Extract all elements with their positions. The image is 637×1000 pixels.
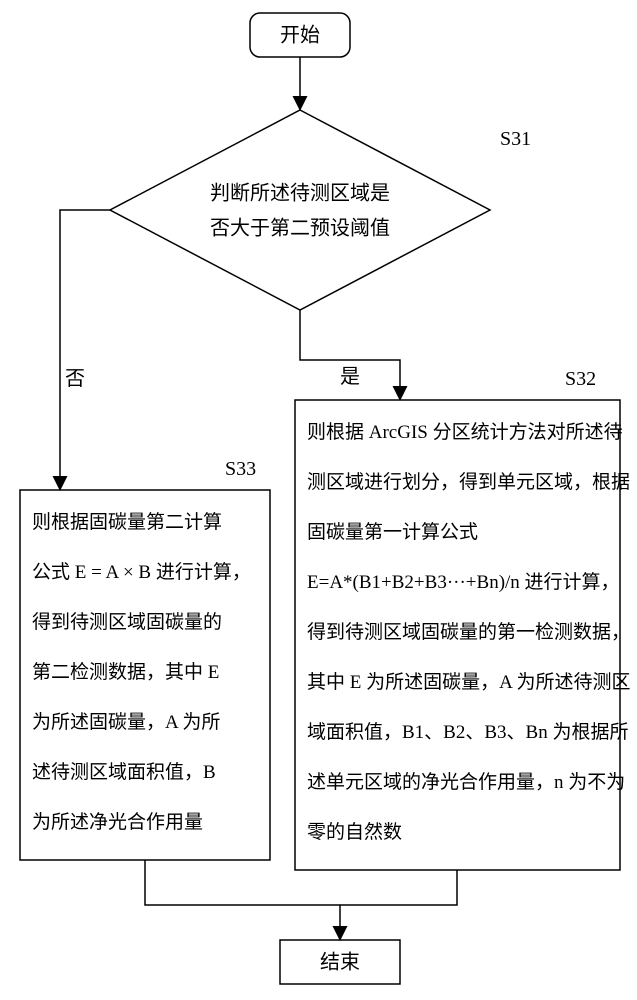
label-yes: 是 <box>340 366 360 388</box>
process-right-id: S32 <box>565 368 596 390</box>
pl-l1: 公式 E = A × B 进行计算， <box>32 561 251 583</box>
flowchart-diagram: 开始 判断所述待测区域是 否大于第二预设阈值 S31 否 是 则根据固碳量第二计… <box>0 0 637 1000</box>
pr-l4: 得到待测区域固碳量的第一检测数据， <box>307 621 630 643</box>
pr-l8: 零的自然数 <box>307 821 402 843</box>
pr-l0: 则根据 ArcGIS 分区统计方法对所述待 <box>307 421 623 443</box>
pr-l3: E=A*(B1+B2+B3···+Bn)/n 进行计算， <box>307 571 620 593</box>
decision-line2: 否大于第二预设阈值 <box>210 217 390 240</box>
pl-l2: 得到待测区域固碳量的 <box>32 611 222 633</box>
edge-right-merge <box>340 870 457 905</box>
label-no: 否 <box>65 368 85 390</box>
pl-l4: 为所述固碳量，A 为所 <box>32 711 220 733</box>
start-label: 开始 <box>280 24 320 47</box>
end-node: 结束 <box>280 940 400 984</box>
pr-l1: 测区域进行划分，得到单元区域，根据 <box>307 471 630 493</box>
process-left: 则根据固碳量第二计算 公式 E = A × B 进行计算， 得到待测区域固碳量的… <box>20 490 270 860</box>
decision-line1: 判断所述待测区域是 <box>210 182 390 205</box>
pl-l0: 则根据固碳量第二计算 <box>32 511 222 533</box>
pr-l7: 述单元区域的净光合作用量，n 为不为 <box>307 771 625 793</box>
pl-l6: 为所述净光合作用量 <box>32 811 203 833</box>
decision-id: S31 <box>500 128 531 150</box>
end-label: 结束 <box>320 951 360 974</box>
start-node: 开始 <box>250 13 350 57</box>
pl-l5: 述待测区域面积值，B <box>32 761 216 783</box>
pr-l5: 其中 E 为所述固碳量，A 为所述待测区 <box>307 671 631 693</box>
decision-node: 判断所述待测区域是 否大于第二预设阈值 <box>110 110 490 310</box>
edge-no <box>60 210 110 488</box>
pl-l3: 第二检测数据，其中 E <box>32 661 219 683</box>
pr-l2: 固碳量第一计算公式 <box>307 521 478 543</box>
edge-left-end <box>145 860 340 938</box>
process-left-id: S33 <box>225 458 256 480</box>
process-right: 则根据 ArcGIS 分区统计方法对所述待 测区域进行划分，得到单元区域，根据 … <box>295 400 631 870</box>
pr-l6: 域面积值，B1、B2、B3、Bn 为根据所 <box>307 721 628 743</box>
